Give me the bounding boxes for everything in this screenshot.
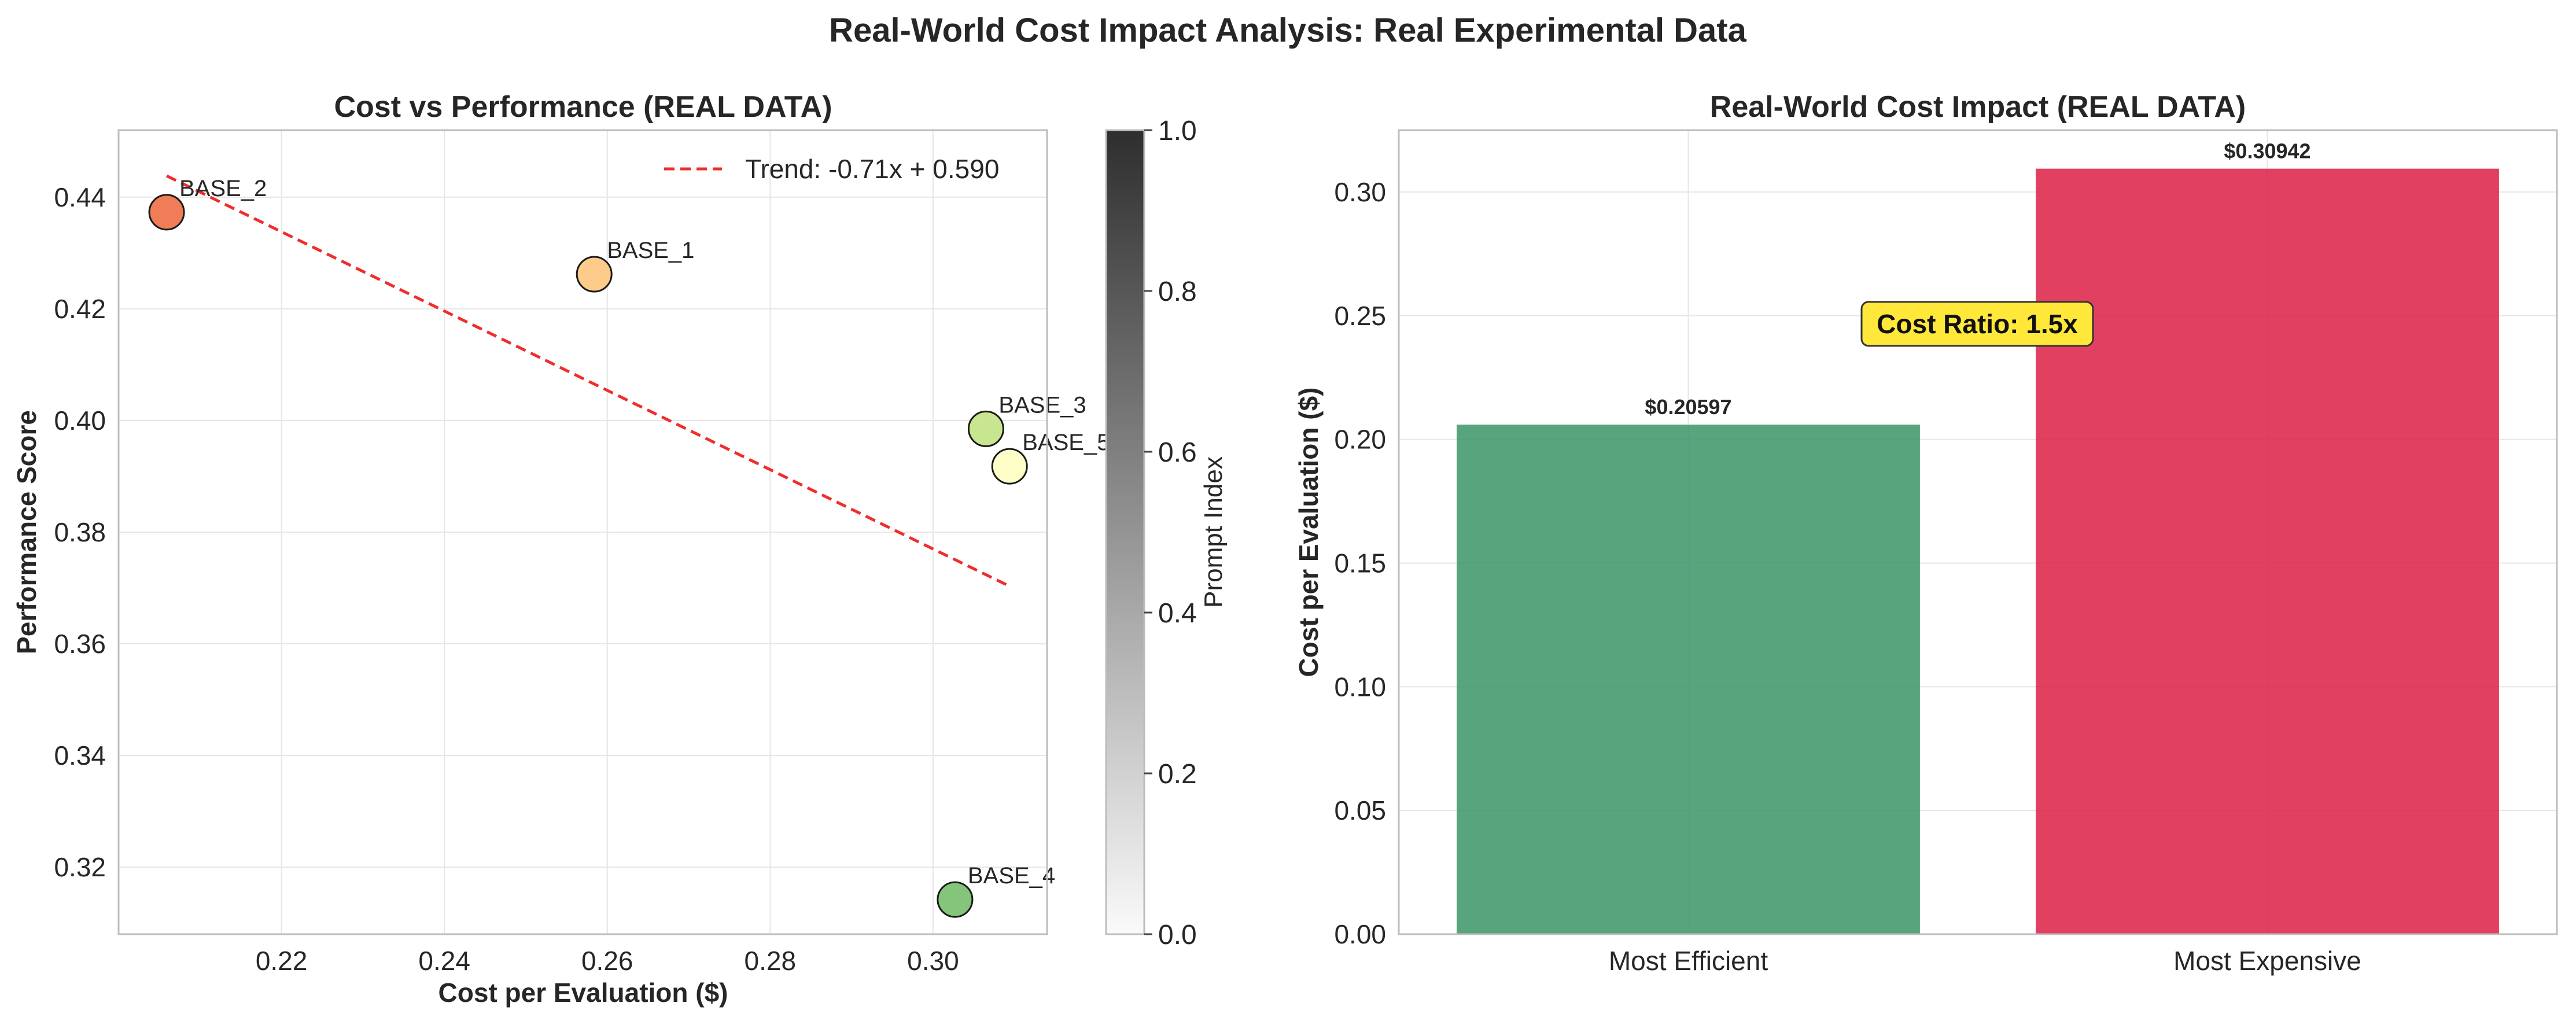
cost-ratio-box: [1860, 301, 2094, 347]
scatter-points: BASE_1 BASE_2 BASE_3 BASE_4 BASE_5: [148, 176, 1110, 918]
bar-value-label: $0.20597: [1645, 395, 1731, 419]
bar-y-axis-label: Cost per Evaluation ($): [1293, 388, 1324, 677]
colorbar-tick-label: 0.4: [1158, 598, 1197, 629]
scatter-point: [991, 448, 1028, 485]
legend-trend-label: Trend: -0.71x + 0.590: [745, 154, 999, 184]
colorbar: 0.0 0.2 0.4 0.6 0.8 1.0 Prompt Index: [1105, 116, 1228, 950]
trend-line-group: [165, 174, 1011, 588]
bar-value-label: $0.30942: [2224, 139, 2310, 163]
bar-y-tick-label: 0.10: [1334, 672, 1386, 702]
scatter-x-ticks: 0.22 0.24 0.26 0.28 0.30: [256, 946, 959, 976]
bar-bars: $0.20597 $0.30942: [1457, 139, 2499, 934]
scatter-title: Cost vs Performance (REAL DATA): [334, 90, 832, 124]
colorbar-tick-label: 0.8: [1158, 276, 1197, 307]
bar-x-tick-label: Most Efficient: [1609, 946, 1768, 976]
scatter-point: [148, 194, 185, 231]
colorbar-tick-label: 0.0: [1158, 920, 1197, 950]
scatter-x-tick-label: 0.30: [907, 946, 959, 976]
scatter-x-tick-label: 0.22: [256, 946, 308, 976]
scatter-y-tick-label: 0.44: [54, 182, 106, 212]
scatter-y-tick-label: 0.42: [54, 294, 106, 324]
scatter-panel: Cost vs Performance (REAL DATA) BASE_1BA…: [12, 90, 1110, 1008]
scatter-point: [576, 256, 613, 293]
scatter-point-label: BASE_4: [968, 863, 1055, 888]
cost-ratio-text: Cost Ratio: 1.5x: [1877, 309, 2078, 339]
bar-y-ticks: 0.00 0.05 0.10 0.15 0.20 0.25 0.30: [1334, 177, 1386, 949]
colorbar-label: Prompt Index: [1199, 456, 1228, 608]
scatter-y-tick-label: 0.40: [54, 405, 106, 436]
scatter-y-ticks: 0.32 0.34 0.36 0.38 0.40 0.42 0.44: [54, 182, 106, 882]
trend-legend: Trend: -0.71x + 0.590: [664, 154, 999, 184]
bar-title: Real-World Cost Impact (REAL DATA): [1710, 90, 2246, 124]
scatter-point: [937, 881, 974, 918]
scatter-x-axis-label: Cost per Evaluation ($): [438, 978, 728, 1008]
scatter-y-tick-label: 0.34: [54, 740, 106, 770]
colorbar-tick-label: 1.0: [1158, 116, 1197, 146]
scatter-y-tick-label: 0.38: [54, 517, 106, 547]
bar-plot-frame: [1398, 129, 2558, 935]
scatter-point: [967, 410, 1004, 447]
colorbar-tick-label: 0.2: [1158, 759, 1197, 790]
scatter-point-label: BASE_5: [1022, 430, 1110, 455]
scatter-point-label: BASE_1: [607, 238, 694, 263]
trend-line: [165, 174, 1011, 588]
scatter-x-tick-label: 0.24: [418, 946, 470, 976]
scatter-point-label: BASE_3: [998, 392, 1086, 418]
bar-y-tick-label: 0.15: [1334, 548, 1386, 578]
scatter-y-tick-label: 0.32: [54, 852, 106, 882]
cost-ratio-annotation: Cost Ratio: 1.5x: [1860, 301, 2094, 347]
scatter-y-tick-label: 0.36: [54, 629, 106, 659]
bar-y-tick-label: 0.00: [1334, 919, 1386, 949]
bar-x-tick-label: Most Expensive: [2173, 946, 2361, 976]
colorbar-gradient: [1105, 129, 1145, 935]
bar: [2036, 168, 2499, 934]
figure-title: Real-World Cost Impact Analysis: Real Ex…: [829, 12, 1747, 49]
scatter-y-axis-label: Performance Score: [12, 410, 42, 654]
bar-y-tick-label: 0.20: [1334, 425, 1386, 455]
scatter-x-tick-label: 0.28: [745, 946, 797, 976]
bar: [1457, 425, 1920, 934]
bar-x-ticks: Most Efficient Most Expensive: [1609, 946, 2361, 976]
colorbar-tick-label: 0.6: [1158, 437, 1197, 468]
colorbar-ticks: 0.0 0.2 0.4 0.6 0.8 1.0: [1144, 116, 1197, 950]
bar-y-tick-label: 0.05: [1334, 795, 1386, 825]
scatter-plot-frame: [117, 129, 1048, 935]
bar-y-tick-label: 0.25: [1334, 301, 1386, 331]
bar-y-tick-label: 0.30: [1334, 177, 1386, 207]
scatter-grid: [119, 130, 1047, 934]
scatter-x-tick-label: 0.26: [581, 946, 633, 976]
scatter-point-label: BASE_2: [179, 176, 267, 201]
bar-panel: Real-World Cost Impact (REAL DATA) $0.20…: [1293, 90, 2558, 976]
